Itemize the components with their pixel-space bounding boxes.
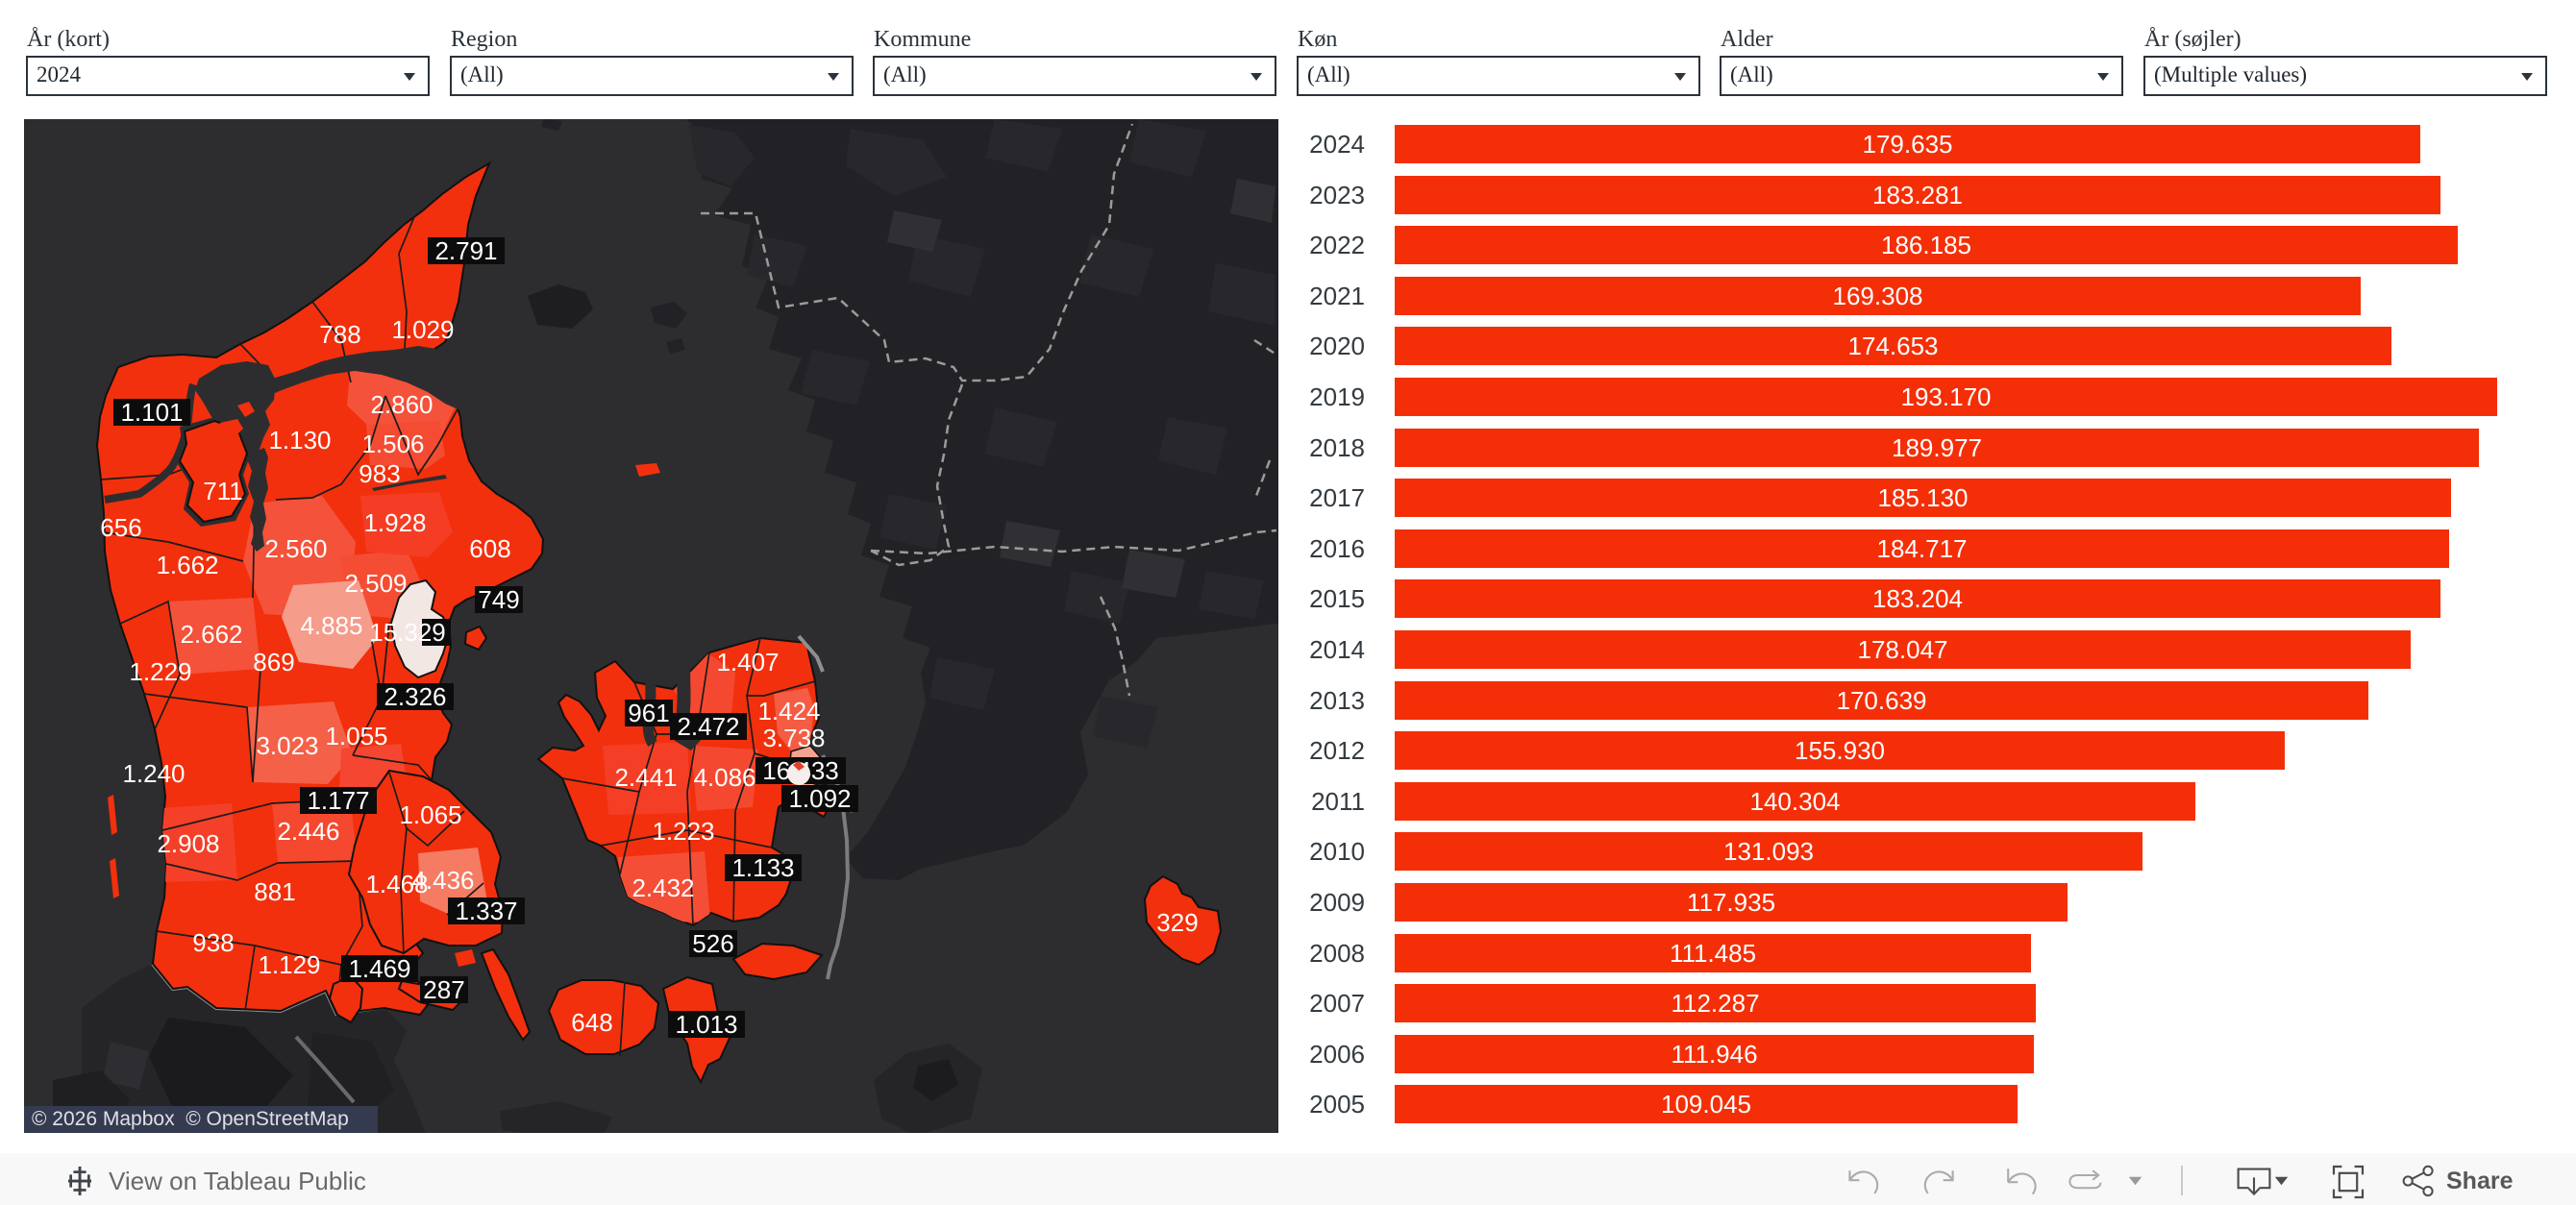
svg-text:3.738: 3.738 bbox=[762, 724, 825, 752]
svg-text:608: 608 bbox=[469, 534, 510, 563]
svg-text:1.029: 1.029 bbox=[391, 315, 454, 344]
svg-text:1.424: 1.424 bbox=[757, 697, 820, 725]
svg-text:1.468: 1.468 bbox=[365, 870, 428, 898]
svg-text:2.472: 2.472 bbox=[677, 712, 739, 741]
svg-text:2.326: 2.326 bbox=[384, 682, 446, 711]
svg-text:287: 287 bbox=[423, 975, 464, 1004]
svg-text:1.240: 1.240 bbox=[122, 759, 185, 788]
svg-text:4.436: 4.436 bbox=[411, 866, 474, 895]
svg-text:869: 869 bbox=[253, 648, 294, 676]
svg-text:1.407: 1.407 bbox=[716, 648, 779, 676]
svg-text:1.177: 1.177 bbox=[307, 786, 369, 815]
svg-text:4.885: 4.885 bbox=[300, 611, 362, 640]
svg-text:1.928: 1.928 bbox=[363, 508, 426, 537]
svg-text:2.441: 2.441 bbox=[614, 763, 677, 792]
svg-text:2.662: 2.662 bbox=[180, 620, 242, 649]
svg-text:2.432: 2.432 bbox=[632, 873, 694, 902]
svg-text:3.023: 3.023 bbox=[256, 731, 318, 760]
svg-text:1.101: 1.101 bbox=[120, 398, 183, 427]
svg-text:1.223: 1.223 bbox=[652, 817, 714, 846]
svg-text:1.229: 1.229 bbox=[129, 657, 191, 686]
svg-text:4.086: 4.086 bbox=[693, 763, 755, 792]
svg-text:2.446: 2.446 bbox=[277, 817, 339, 846]
svg-text:656: 656 bbox=[100, 513, 141, 542]
svg-text:2.860: 2.860 bbox=[370, 390, 433, 419]
svg-text:1.013: 1.013 bbox=[675, 1010, 737, 1039]
svg-text:938: 938 bbox=[192, 928, 234, 957]
svg-text:329: 329 bbox=[1156, 908, 1198, 937]
svg-text:749: 749 bbox=[478, 585, 519, 614]
svg-text:983: 983 bbox=[359, 459, 400, 488]
svg-text:1.130: 1.130 bbox=[268, 426, 331, 455]
svg-text:1.337: 1.337 bbox=[455, 897, 517, 925]
svg-text:1.506: 1.506 bbox=[361, 430, 424, 458]
svg-text:526: 526 bbox=[692, 929, 733, 958]
svg-text:2.908: 2.908 bbox=[157, 829, 219, 858]
svg-text:1.055: 1.055 bbox=[325, 722, 387, 750]
svg-text:1.133: 1.133 bbox=[731, 853, 794, 882]
svg-text:2.791: 2.791 bbox=[434, 236, 497, 265]
svg-text:1.065: 1.065 bbox=[399, 800, 461, 829]
svg-text:1.469: 1.469 bbox=[348, 954, 410, 983]
svg-text:2.560: 2.560 bbox=[264, 534, 327, 563]
svg-text:1.129: 1.129 bbox=[258, 950, 320, 979]
svg-text:961: 961 bbox=[628, 699, 669, 727]
svg-text:15.329: 15.329 bbox=[369, 618, 446, 647]
svg-text:1.092: 1.092 bbox=[788, 784, 851, 813]
svg-text:2.509: 2.509 bbox=[344, 569, 407, 598]
svg-text:711: 711 bbox=[203, 477, 242, 505]
svg-text:881: 881 bbox=[254, 877, 295, 906]
svg-text:788: 788 bbox=[319, 320, 360, 349]
svg-text:1.662: 1.662 bbox=[156, 551, 218, 579]
svg-text:648: 648 bbox=[571, 1008, 612, 1037]
